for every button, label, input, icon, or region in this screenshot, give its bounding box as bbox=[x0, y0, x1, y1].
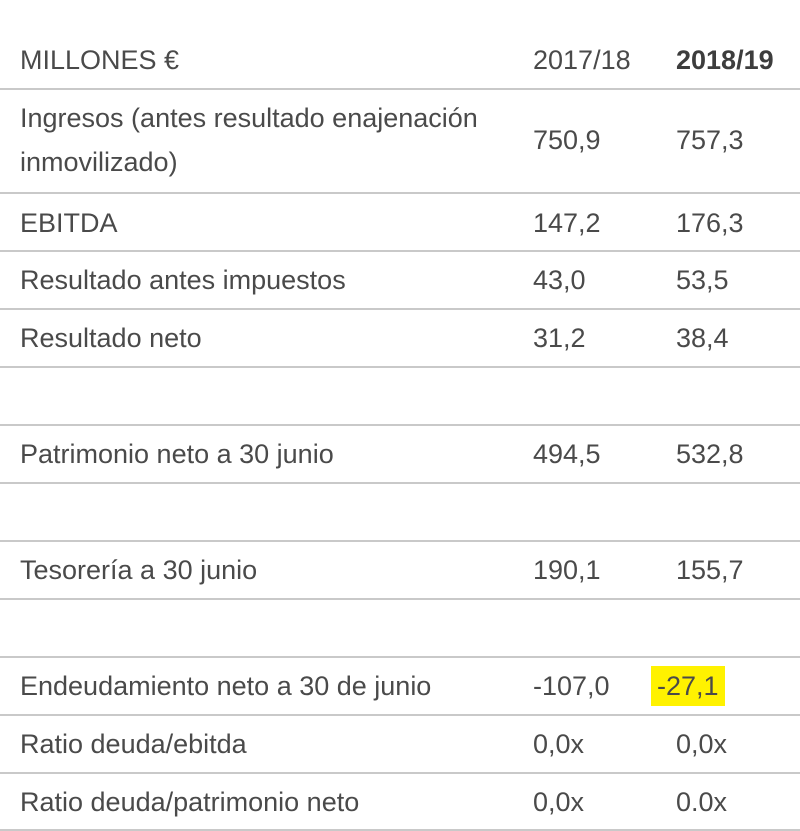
header-label: MILLONES € bbox=[20, 45, 180, 75]
header-col-2017-18: 2017/18 bbox=[533, 45, 631, 75]
row-value-2017-18: 0,0x bbox=[533, 787, 585, 817]
table-row-spacer bbox=[0, 368, 800, 426]
row-value-2018-19: 53,5 bbox=[676, 265, 729, 295]
row-value-2018-19: 0,0x bbox=[676, 729, 728, 759]
table-row: Resultado neto 31,2 38,4 bbox=[0, 310, 800, 368]
row-value-2018-19: 757,3 bbox=[676, 125, 744, 155]
table-row: Patrimonio neto a 30 junio 494,5 532,8 bbox=[0, 426, 800, 484]
row-label: Resultado antes impuestos bbox=[20, 265, 346, 295]
row-label: Tesorería a 30 junio bbox=[20, 555, 258, 585]
row-value-2017-18: 43,0 bbox=[533, 265, 586, 295]
table-row: Endeudamiento neto a 30 de junio -107,0 … bbox=[0, 658, 800, 716]
row-label: Endeudamiento neto a 30 de junio bbox=[20, 671, 432, 701]
row-value-2018-19: 0.0x bbox=[676, 787, 728, 817]
row-value-2018-19: 532,8 bbox=[676, 439, 744, 469]
table-row: EBITDA 147,2 176,3 bbox=[0, 194, 800, 252]
table-row-spacer bbox=[0, 600, 800, 658]
row-value-2018-19: 155,7 bbox=[676, 555, 744, 585]
table-row: Resultado antes impuestos 43,0 53,5 bbox=[0, 252, 800, 310]
row-value-2018-19-highlighted: -27,1 bbox=[651, 666, 725, 706]
header-col-2018-19: 2018/19 bbox=[676, 45, 774, 75]
row-label: Ratio deuda/patrimonio neto bbox=[20, 787, 360, 817]
row-value-2017-18: 190,1 bbox=[533, 555, 601, 585]
row-value-2017-18: 147,2 bbox=[533, 208, 601, 238]
row-value-2018-19: 176,3 bbox=[676, 208, 744, 238]
table-row: Tesorería a 30 junio 190,1 155,7 bbox=[0, 542, 800, 600]
row-label: Resultado neto bbox=[20, 323, 202, 353]
row-value-2018-19: 38,4 bbox=[676, 323, 729, 353]
row-label: Ingresos (antes resultado enajenación bbox=[20, 103, 478, 133]
row-value-2017-18: 0,0x bbox=[533, 729, 585, 759]
table-row: Ratio deuda/ebitda 0,0x 0,0x bbox=[0, 716, 800, 774]
table-header: MILLONES € 2017/18 2018/19 bbox=[0, 0, 800, 90]
row-label: EBITDA bbox=[20, 208, 118, 238]
row-value-2017-18: 750,9 bbox=[533, 125, 601, 155]
table-row-spacer bbox=[0, 484, 800, 542]
row-value-2017-18: 494,5 bbox=[533, 439, 601, 469]
row-value-2017-18: 31,2 bbox=[533, 323, 586, 353]
row-label: Ratio deuda/ebitda bbox=[20, 729, 247, 759]
table-row: Ratio deuda/patrimonio neto 0,0x 0.0x bbox=[0, 774, 800, 831]
table-row: Ingresos (antes resultado enajenación in… bbox=[0, 90, 800, 194]
row-label: Patrimonio neto a 30 junio bbox=[20, 439, 334, 469]
row-label-cont: inmovilizado) bbox=[20, 147, 178, 177]
row-value-2017-18: -107,0 bbox=[533, 671, 610, 701]
